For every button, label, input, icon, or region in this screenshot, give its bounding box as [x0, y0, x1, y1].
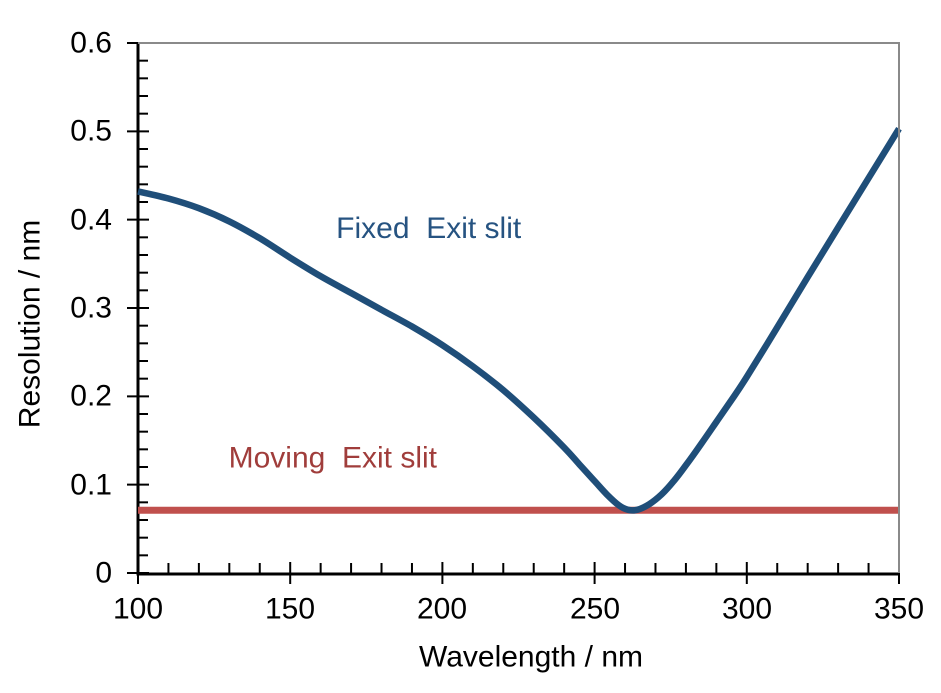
- fixed-exit-slit-label: Fixed Exit slit: [336, 212, 522, 245]
- x-tick-labels: 100 150 200 250 300 350: [113, 593, 924, 626]
- x-axis-title: Wavelength / nm: [419, 641, 643, 674]
- plot-border: [138, 42, 900, 573]
- x-tick-label-350: 350: [874, 593, 924, 626]
- x-tick-label-100: 100: [113, 593, 163, 626]
- y-tick-label-0-2: 0.2: [70, 380, 112, 413]
- x-tick-label-200: 200: [417, 593, 467, 626]
- fixed-exit-slit-curve: [137, 126, 902, 514]
- y-tick-label-0-1: 0.1: [70, 469, 112, 502]
- y-tick-label-0-6: 0.6: [70, 27, 112, 60]
- y-tick-label-0-3: 0.3: [70, 292, 112, 325]
- y-tick-label-0-4: 0.4: [70, 204, 112, 237]
- x-minor-ticks: [167, 563, 870, 573]
- y-tick-labels: 0 0.1 0.2 0.3 0.4 0.5 0.6: [70, 27, 112, 590]
- y-minor-ticks: [138, 59, 148, 557]
- x-tick-label-250: 250: [570, 593, 620, 626]
- axes: [136, 42, 900, 576]
- y-tick-label-0: 0: [95, 557, 112, 590]
- x-tick-label-300: 300: [722, 593, 772, 626]
- y-axis-title: Resolution / nm: [14, 220, 47, 428]
- moving-exit-slit-label: Moving Exit slit: [229, 442, 438, 475]
- y-tick-label-0-5: 0.5: [70, 115, 112, 148]
- x-tick-label-150: 150: [265, 593, 315, 626]
